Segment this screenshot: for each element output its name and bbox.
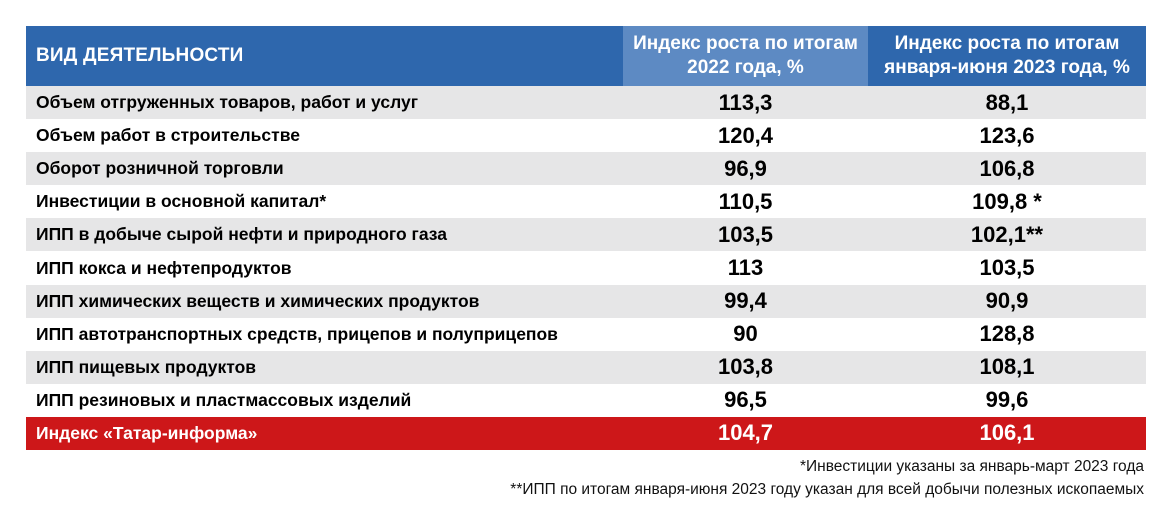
total-value-2023: 106,1 [979,420,1035,446]
value-2022: 113,3 [718,89,773,115]
row-label: ИПП автотранспортных средств, прицепов и… [36,323,558,344]
row-label: Оборот розничной торговли [36,158,284,179]
value-2023: 108,1 [979,354,1035,380]
table-row: Объем работ в строительстве 120,4 123,6 [26,119,1146,152]
value-2022: 96,9 [724,155,767,181]
data-table: ВИД ДЕЯТЕЛЬНОСТИ Индекс роста по итогам … [26,26,1146,451]
value-2023: 109,8 * [972,188,1042,214]
row-label: Инвестиции в основной капитал* [36,191,327,212]
total-value-2022: 104,7 [717,420,774,446]
value-2023: 106,8 [979,155,1035,181]
header-activity-type: ВИД ДЕЯТЕЛЬНОСТИ [26,26,623,86]
table-row: ИПП пищевых продуктов 103,8 108,1 [26,350,1146,384]
value-2022: 99,4 [724,288,767,314]
value-2023: 99,6 [985,387,1029,413]
value-2022: 96,5 [724,387,767,413]
table-row: ИПП автотранспортных средств, прицепов и… [26,318,1146,351]
total-label: Индекс «Татар-информа» [36,422,258,443]
value-2022: 103,5 [717,221,774,247]
row-label: ИПП кокса и нефтепродуктов [36,257,292,278]
table-row: ИПП резиновых и пластмассовых изделий 96,… [26,384,1146,417]
value-2023: 103,5 [979,255,1035,281]
value-2023: 88,1 [985,89,1029,115]
header-index-2023-label: Индекс роста по итогам января-июня 2023 … [884,33,1130,78]
header-index-2023: Индекс роста по итогам января-июня 2023 … [868,26,1146,86]
table-row: ИПП кокса и нефтепродуктов 113 103,5 [26,251,1146,284]
table-header: ВИД ДЕЯТЕЛЬНОСТИ Индекс роста по итогам … [26,26,1146,86]
value-2023: 128,8 [979,321,1035,347]
row-label: ИПП в добыче сырой нефти и природного га… [36,224,447,245]
value-2022: 90 [733,321,758,347]
table-row: Объем отгруженных товаров, работ и услуг… [26,86,1146,120]
footnote-investments: *Инвестиции указаны за январь-март 2023 … [799,458,1144,475]
row-label: Объем работ в строительстве [36,125,300,146]
value-2022: 110,5 [718,188,773,214]
table-row: Инвестиции в основной капитал* 110,5 109,8… [26,185,1146,218]
value-2023: 90,9 [985,288,1029,314]
row-label: Объем отгруженных товаров, работ и услуг [36,92,418,113]
value-2022: 113 [727,255,764,281]
value-2023: 102,1** [970,221,1044,247]
row-label: ИПП пищевых продуктов [36,356,257,377]
value-2022: 103,8 [717,354,774,380]
header-index-2022: Индекс роста по итогам 2022 года, % [623,26,868,86]
table-body: Объем отгруженных товаров, работ и услуг… [26,86,1146,451]
value-2022: 120,4 [717,122,774,148]
table-row: Оборот розничной торговли 96,9 106,8 [26,152,1146,186]
footnote-ipp: **ИПП по итогам января-июня 2023 году ук… [510,481,1144,498]
row-label: ИПП резиновых и пластмассовых изделий [36,389,412,410]
row-label: ИПП химических веществ и химических прод… [36,290,480,311]
table-row: ИПП в добыче сырой нефти и природного га… [26,218,1146,252]
total-row: Индекс «Татар-информа» 104,7 106,1 [26,416,1146,451]
value-2023: 123,6 [979,122,1035,148]
header-index-2022-label: Индекс роста по итогам 2022 года, % [633,33,858,78]
table-row: ИПП химических веществ и химических прод… [26,284,1146,318]
